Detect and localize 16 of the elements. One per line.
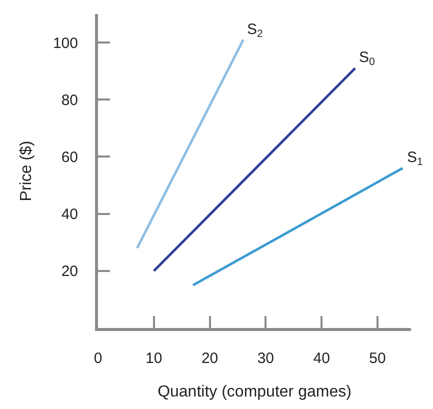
y-axis-title: Price ($) xyxy=(18,140,35,202)
y-tick-label: 60 xyxy=(61,148,78,166)
x-tick-label: 50 xyxy=(369,350,386,367)
series-label: S$_{2}$ xyxy=(247,21,264,40)
x-tick-label: 30 xyxy=(257,350,274,367)
y-tick-label: 40 xyxy=(61,206,78,224)
series-label: S$_{1}$ xyxy=(407,149,424,168)
x-tick-label: 40 xyxy=(313,350,330,367)
x-tick-label: 10 xyxy=(146,350,162,367)
y-tick-label: 100 xyxy=(52,34,78,52)
series-label: S$_{0}$ xyxy=(359,49,376,68)
x-axis-title: Quantity (computer games) xyxy=(158,384,352,401)
y-tick-label: 20 xyxy=(61,263,78,280)
x-tick-label: 20 xyxy=(201,350,218,367)
y-tick-label: 80 xyxy=(61,92,78,109)
x-tick-label: 0 xyxy=(94,350,102,367)
